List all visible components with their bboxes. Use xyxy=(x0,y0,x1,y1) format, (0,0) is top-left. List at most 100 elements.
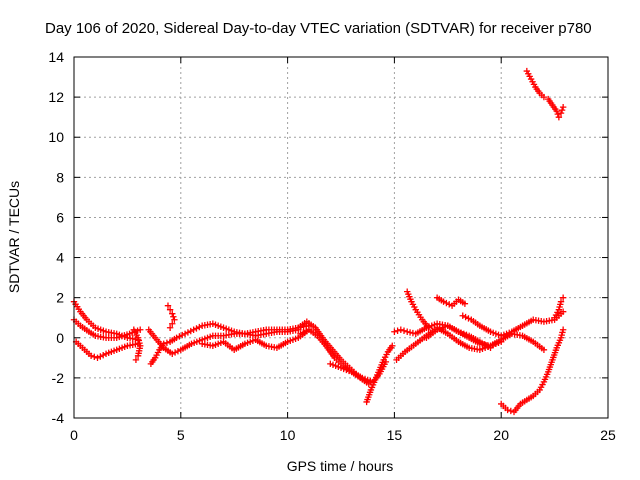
data-point-trail xyxy=(254,337,268,348)
data-point-trail xyxy=(500,402,509,412)
data-point-trail xyxy=(163,339,171,346)
data-point-trail xyxy=(470,318,481,328)
data-point-trail xyxy=(116,331,131,341)
plot-frame xyxy=(73,56,609,419)
data-point-trail xyxy=(500,331,513,342)
data-point xyxy=(559,326,567,333)
data-point xyxy=(166,324,174,331)
data-point-trail xyxy=(316,334,328,347)
data-point xyxy=(504,406,511,414)
data-point-trail xyxy=(212,332,225,339)
data-point-trail xyxy=(222,325,235,334)
data-point-trail xyxy=(507,407,515,415)
data-point-trail xyxy=(97,351,107,360)
data-point-trail xyxy=(169,335,178,344)
data-point xyxy=(173,334,180,341)
data-point-trail xyxy=(386,344,395,354)
data-point-trail xyxy=(395,350,407,362)
data-point-trail xyxy=(297,320,308,330)
x-tick-label: 10 xyxy=(280,427,296,443)
data-point xyxy=(169,320,176,327)
data-point xyxy=(169,350,176,358)
data-point-trail xyxy=(244,337,257,346)
data-point-trail xyxy=(342,364,353,374)
data-point-trail xyxy=(361,375,374,385)
data-point-trail xyxy=(532,340,545,352)
data-point-trail xyxy=(116,343,128,353)
data-point-trail xyxy=(149,356,157,366)
data-point-trail xyxy=(420,318,431,329)
data-point-trail xyxy=(364,389,374,403)
data-point-trail xyxy=(176,331,186,340)
data-point-trail xyxy=(451,298,460,307)
data-point xyxy=(553,107,560,115)
data-point-trail xyxy=(529,78,538,88)
data-point-trail xyxy=(83,348,93,358)
data-point-trail xyxy=(400,327,408,334)
data-point xyxy=(94,354,101,362)
data-point-trail xyxy=(135,345,143,357)
data-point xyxy=(559,294,567,301)
data-point xyxy=(181,330,189,337)
data-point xyxy=(297,330,304,337)
data-point-trail xyxy=(404,342,417,354)
data-point-trail xyxy=(94,333,107,341)
data-point-trail xyxy=(541,371,551,383)
x-tick-label: 5 xyxy=(177,427,185,443)
data-point-trail xyxy=(244,331,257,339)
x-tick-label: 25 xyxy=(600,427,616,443)
data-point-trail xyxy=(305,320,317,330)
data-point-trail xyxy=(552,309,561,319)
data-point-trail xyxy=(212,339,225,348)
data-point-trail xyxy=(405,290,414,303)
data-point xyxy=(425,324,432,331)
data-point-trail xyxy=(532,388,541,398)
y-tick-label: -2 xyxy=(52,370,65,386)
data-point-trail xyxy=(105,347,118,357)
chart-title: Day 106 of 2020, Sidereal Day-to-day VTE… xyxy=(45,20,592,37)
data-point-trail xyxy=(550,347,560,361)
data-point xyxy=(557,298,565,305)
data-point xyxy=(459,312,466,319)
data-point xyxy=(190,326,197,333)
x-tick-label: 20 xyxy=(493,427,509,443)
data-point-trail xyxy=(558,106,566,114)
y-tick-label: 10 xyxy=(48,129,64,145)
data-point-trail xyxy=(479,341,492,349)
data-point-trail xyxy=(147,328,157,339)
x-axis-label: GPS time / hours xyxy=(287,458,394,474)
data-point-trail xyxy=(324,344,337,360)
data-point-trail xyxy=(105,329,118,337)
data-point-trail xyxy=(443,299,453,308)
data-point-trail xyxy=(489,329,502,338)
data-point-trail xyxy=(255,327,267,335)
data-point-trail xyxy=(436,323,449,332)
data-point-trail xyxy=(510,323,524,334)
data-point-trail xyxy=(135,337,143,347)
data-point-trail xyxy=(368,379,378,391)
data-point-trail xyxy=(201,321,214,329)
data-point-trail xyxy=(72,300,83,313)
data-point xyxy=(132,356,140,364)
data-point-trail xyxy=(265,329,278,337)
data-point-trail xyxy=(377,359,386,371)
data-point-trail xyxy=(550,103,559,113)
x-tick-label: 0 xyxy=(70,427,78,443)
data-point-trail xyxy=(500,329,513,338)
y-tick-label: 6 xyxy=(56,209,64,225)
data-point-trail xyxy=(313,326,326,341)
data-point-trail xyxy=(457,329,471,340)
data-point-trail xyxy=(478,323,492,334)
data-point-trail xyxy=(537,381,546,391)
data-point-trail xyxy=(85,318,97,329)
y-tick-label: 4 xyxy=(56,250,64,266)
data-point-trail xyxy=(436,295,445,304)
data-point-trail xyxy=(525,394,535,402)
data-point-trail xyxy=(87,329,97,338)
data-point-trail xyxy=(153,349,162,359)
data-point-trail xyxy=(153,336,166,349)
data-point-trail xyxy=(72,318,82,327)
data-point xyxy=(440,298,447,305)
data-point-trail xyxy=(525,70,533,80)
data-point-trail xyxy=(132,329,140,339)
